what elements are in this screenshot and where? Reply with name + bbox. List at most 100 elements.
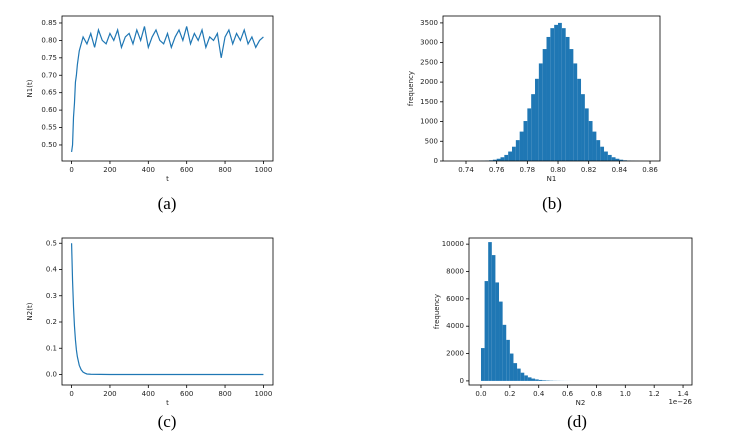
x-tick-label: 400 [142,166,155,174]
bar [504,155,508,161]
bar [524,375,528,380]
x-tick-label: 0.82 [581,166,597,174]
bar [558,23,562,161]
bar [524,121,528,161]
bar [600,147,604,161]
x-tick-label: 0.84 [612,166,628,174]
y-tick-label: 0.3 [46,292,57,300]
x-tick-label: 0.80 [550,166,566,174]
x-tick-label: 1.4 [677,390,689,398]
y-tick-label: 1000 [420,118,438,126]
bar [520,132,524,161]
bar [492,255,496,381]
y-tick-label: 0.85 [41,19,57,27]
bar [503,325,507,381]
x-tick-label: 0.86 [642,166,658,174]
y-tick-label: 0.55 [41,124,57,132]
y-tick-label: 2500 [420,58,438,66]
x-tick-label: 0 [69,390,73,398]
y-tick-label: 2000 [446,350,464,358]
x-tick-label: 600 [180,166,193,174]
bar [612,157,616,161]
x-tick-label: 800 [218,166,231,174]
bar [535,379,539,381]
y-tick-label: 0.65 [41,89,57,97]
bar [577,79,581,161]
bar [585,108,589,161]
y-tick-label: 0.50 [41,141,57,149]
y-tick-label: 0.75 [41,54,57,62]
y-tick-label: 0.0 [46,371,57,379]
y-tick-label: 0.4 [46,266,58,274]
bar [539,63,543,161]
x-axis-label: t [166,175,169,183]
line [72,243,264,374]
line [72,26,264,151]
y-tick-label: 10000 [442,240,464,248]
bar [528,377,532,381]
caption: (a) [158,194,177,213]
bar [608,155,612,161]
x-tick-label: 0.76 [489,166,505,174]
bar [506,340,510,381]
y-tick-label: 0.60 [41,106,57,114]
bar [531,94,535,161]
x-axis-label: t [166,399,169,407]
bar [604,152,608,161]
bar [543,49,547,161]
bar [593,132,597,161]
axes-frame [62,238,273,385]
bar [573,63,577,161]
bar [510,354,514,381]
caption: (b) [542,194,562,213]
y-axis-label: frequency [433,294,441,329]
bar [566,37,570,161]
y-tick-label: 0.5 [46,239,57,247]
x-tick-label: 1.2 [649,390,660,398]
bar [531,379,535,381]
y-tick-label: 0.70 [41,71,57,79]
x-tick-label: 0.6 [562,390,574,398]
y-axis-label: N2(t) [26,302,34,320]
bar [521,373,525,381]
x-tick-label: 0 [69,166,73,174]
bar [589,121,593,161]
bar [488,242,492,381]
y-tick-label: 0 [460,377,464,385]
x-offset-label: 1e−26 [668,398,692,406]
bar [499,302,503,381]
y-tick-label: 0 [434,157,438,165]
x-tick-label: 0.4 [533,390,545,398]
y-tick-label: 0.2 [46,318,57,326]
x-axis-label: N1 [547,175,557,183]
bar [516,140,520,161]
x-tick-label: 800 [218,390,231,398]
x-tick-label: 600 [180,390,193,398]
x-tick-label: 200 [103,390,116,398]
y-tick-label: 0.80 [41,36,57,44]
bar [527,108,531,161]
caption: (d) [567,412,587,431]
y-tick-label: 0.1 [46,344,57,352]
x-tick-label: 0.8 [591,390,602,398]
x-tick-label: 0.78 [520,166,536,174]
y-tick-label: 2000 [420,78,438,86]
y-tick-label: 1500 [420,98,438,106]
y-axis-label: frequency [407,71,415,106]
bar [481,348,485,381]
x-tick-label: 0.2 [504,390,515,398]
bar [513,363,517,381]
y-tick-label: 3500 [420,19,438,27]
y-tick-label: 3000 [420,39,438,47]
y-axis-label: N1(t) [26,79,34,97]
bar [517,369,521,381]
bar [554,25,558,161]
x-tick-label: 400 [142,390,155,398]
y-tick-label: 8000 [446,268,464,276]
x-tick-label: 200 [103,166,116,174]
x-axis-label: N2 [576,399,586,407]
y-tick-label: 6000 [446,295,464,303]
bar [562,28,566,161]
bar [550,28,554,161]
x-tick-label: 1000 [254,390,272,398]
